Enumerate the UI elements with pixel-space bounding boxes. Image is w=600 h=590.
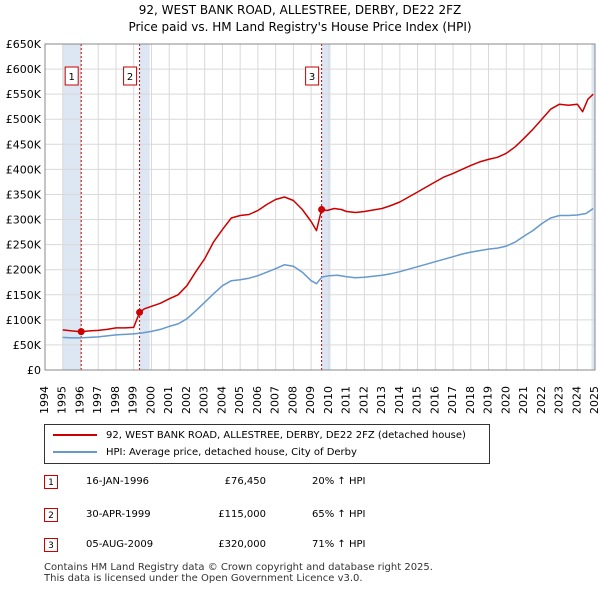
x-tick-label: 2025 (588, 386, 600, 414)
transaction-number-badge: 1 (44, 475, 58, 489)
sale-label-box (64, 66, 79, 86)
legend-label-hpi: HPI: Average price, detached house, City… (106, 446, 357, 458)
shaded-period (139, 44, 150, 370)
x-tick-label: 2018 (464, 386, 477, 414)
x-tick-label: 2006 (251, 386, 264, 414)
x-tick-label: 2012 (357, 386, 370, 414)
transaction-price: £76,450 (224, 476, 266, 487)
x-tick-label: 2017 (446, 386, 459, 414)
y-tick-label: £0 (27, 364, 41, 377)
legend-swatch-property (53, 434, 97, 436)
sale-points (77, 206, 326, 336)
y-tick-label: £550K (6, 88, 42, 101)
legend-item-property: 92, WEST BANK ROAD, ALLESTREE, DERBY, DE… (53, 427, 466, 443)
y-tick-label: £600K (6, 63, 42, 76)
x-tick-label: 2007 (269, 386, 282, 414)
legend-swatch-hpi (53, 451, 97, 453)
x-tick-label: 2024 (570, 386, 583, 414)
footer-copyright: Contains HM Land Registry data © Crown c… (44, 562, 433, 573)
x-tick-label: 1997 (91, 386, 104, 414)
legend-item-hpi: HPI: Average price, detached house, City… (53, 444, 357, 460)
y-tick-label: £150K (6, 289, 42, 302)
y-tick-label: £350K (6, 188, 42, 201)
property-price-line (62, 93, 594, 333)
x-tick-label: 2002 (180, 386, 193, 414)
x-tick-label: 2023 (553, 386, 566, 414)
legend: 92, WEST BANK ROAD, ALLESTREE, DERBY, DE… (44, 424, 490, 464)
transaction-price: £115,000 (218, 509, 266, 520)
y-tick-label: £250K (6, 239, 42, 252)
x-tick-label: 2014 (393, 386, 406, 414)
x-tick-label: 2015 (411, 386, 424, 414)
sale-label-box (123, 66, 138, 86)
footer: Contains HM Land Registry data © Crown c… (44, 562, 433, 584)
y-tick-label: £300K (6, 214, 42, 227)
transaction-number-badge: 3 (44, 538, 58, 552)
price-chart: £0 £50K £100K £150K £200K £250K £300K £350K £400… (6, 38, 600, 414)
sale-point (136, 308, 144, 316)
x-tick-label: 1995 (56, 386, 69, 414)
legend-label-property: 92, WEST BANK ROAD, ALLESTREE, DERBY, DE… (106, 429, 466, 441)
transaction-date: 30-APR-1999 (86, 509, 151, 520)
table-row: 3 05-AUG-2009 £320,000 71% ↑ HPI (0, 535, 600, 555)
hpi-line (62, 207, 594, 339)
x-tick-label: 2005 (233, 386, 246, 414)
y-tick-label: £500K (6, 113, 42, 126)
shaded-period (62, 44, 82, 370)
sale-point (318, 206, 326, 214)
y-tick-label: £450K (6, 138, 42, 151)
x-tick-label: 1999 (127, 386, 140, 414)
shaded-period (591, 44, 595, 370)
x-tick-label: 2004 (215, 386, 228, 414)
chart-subtitle: Price paid vs. HM Land Registry's House … (128, 20, 472, 34)
transaction-hpi-change: 65% ↑ HPI (312, 509, 366, 520)
transaction-hpi-change: 71% ↑ HPI (312, 539, 366, 550)
x-tick-label: 2013 (375, 386, 388, 414)
x-tick-label: 2010 (322, 386, 335, 414)
sale-point (77, 328, 85, 336)
y-tick-label: £400K (6, 163, 42, 176)
shaded-period (321, 44, 331, 370)
sale-label-text: 1 (69, 72, 75, 83)
series-lines (62, 93, 594, 339)
x-tick-label: 2011 (340, 386, 353, 414)
x-tick-label: 2001 (162, 386, 175, 414)
transaction-number-badge: 2 (44, 508, 58, 522)
x-tick-label: 2003 (198, 386, 211, 414)
x-tick-label: 2021 (517, 386, 530, 414)
y-tick-label: £200K (6, 264, 42, 277)
sale-label-text: 2 (127, 72, 133, 83)
x-tick-label: 1994 (38, 386, 51, 414)
x-tick-label: 1996 (73, 386, 86, 414)
x-tick-label: 2020 (499, 386, 512, 414)
transaction-date: 16-JAN-1996 (86, 476, 150, 487)
y-tick-label: £50K (13, 339, 42, 352)
table-row: 2 30-APR-1999 £115,000 65% ↑ HPI (0, 505, 600, 525)
sale-labels: 1 2 3 (64, 66, 320, 86)
x-tick-label: 2009 (304, 386, 317, 414)
chart-title: 92, WEST BANK ROAD, ALLESTREE, DERBY, DE… (138, 3, 462, 17)
transaction-hpi-change: 20% ↑ HPI (312, 476, 366, 487)
sale-label-box (305, 66, 320, 86)
transaction-price: £320,000 (218, 539, 266, 550)
x-tick-label: 1998 (109, 386, 122, 414)
sale-label-text: 3 (309, 72, 315, 83)
x-tick-label: 2008 (286, 386, 299, 414)
plot-border (44, 43, 596, 371)
x-tick-label: 2016 (428, 386, 441, 414)
x-tick-label: 2019 (482, 386, 495, 414)
table-row: 1 16-JAN-1996 £76,450 20% ↑ HPI (0, 472, 600, 492)
y-tick-label: £100K (6, 314, 42, 327)
y-tick-label: £650K (6, 38, 42, 51)
transaction-date: 05-AUG-2009 (86, 539, 154, 550)
axes: £0 £50K £100K £150K £200K £250K £300K £350K £400… (6, 38, 600, 414)
x-tick-label: 2000 (144, 386, 157, 414)
footer-licence: This data is licensed under the Open Gov… (44, 573, 363, 584)
x-tick-label: 2022 (535, 386, 548, 414)
